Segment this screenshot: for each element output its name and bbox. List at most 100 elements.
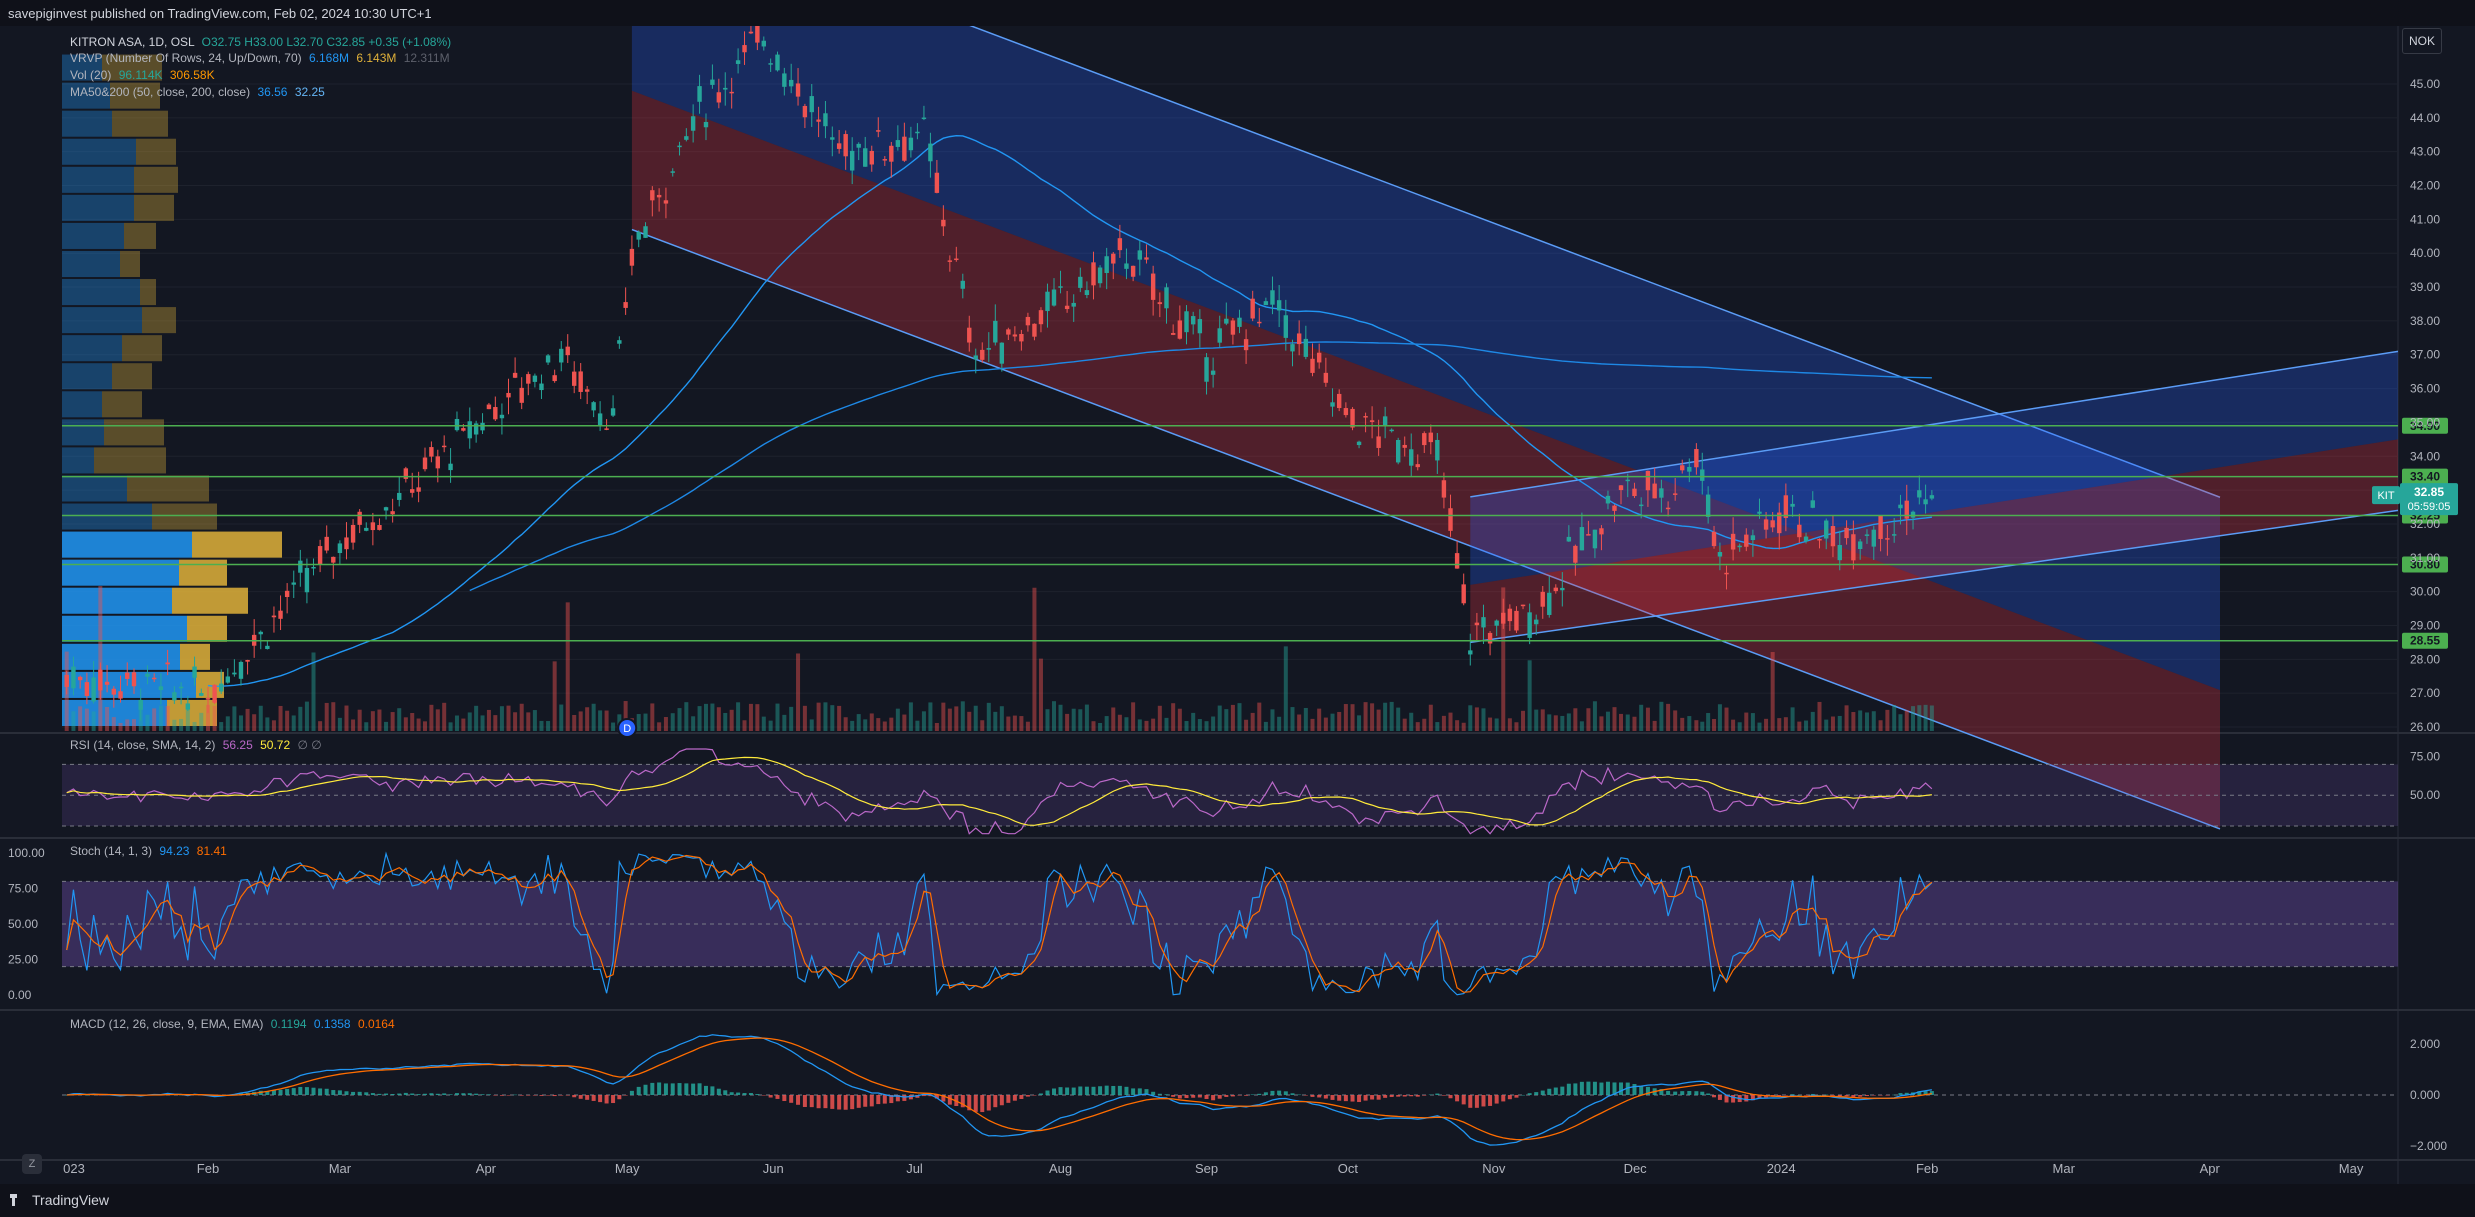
candle-body [1864, 534, 1870, 536]
legend-vrvp[interactable]: VRVP (Number Of Rows, 24, Up/Down, 70) 6… [70, 51, 450, 65]
candle-body [1389, 429, 1394, 432]
macd-histogram-bar [657, 1082, 662, 1095]
candle-body [1501, 612, 1506, 624]
volume-profile-up [62, 615, 187, 642]
candle-body [895, 140, 901, 147]
volume-bar [902, 714, 907, 731]
volume-bar [1488, 717, 1493, 731]
macd-signal-line [66, 1037, 1932, 1141]
volume-bar [1157, 705, 1162, 731]
level-tag-box [2402, 632, 2448, 649]
volume-profile-down [152, 503, 217, 530]
macd-histogram-bar [1455, 1095, 1460, 1102]
price-chart[interactable]: 34.90 33.40 32.25 30.80 28.55 45.00 44.00 43.00… [0, 26, 2475, 1184]
macd-histogram-bar [902, 1095, 907, 1101]
volume-bar [863, 719, 868, 731]
volume-bar [908, 702, 913, 731]
volume-bar [1864, 712, 1869, 731]
macd-histogram-bar [1804, 1095, 1809, 1096]
candle-body [390, 511, 395, 515]
volume-bar [384, 721, 389, 731]
volume-bar [967, 711, 972, 731]
macd-axis-label: −2.000 [2410, 1139, 2447, 1153]
candle-body [610, 408, 616, 416]
volume-bar [782, 714, 787, 731]
candle-body [1170, 333, 1176, 335]
macd-histogram-bar [397, 1093, 402, 1095]
candle-body [344, 537, 349, 550]
volume-bar [677, 708, 682, 731]
volume-profile-down [104, 419, 164, 446]
volume-bar [748, 703, 753, 731]
tradingview-logo[interactable]: TradingView [10, 1192, 109, 1208]
candle-body [324, 536, 329, 551]
macd-histogram-bar [889, 1095, 894, 1104]
candle-body [684, 136, 689, 140]
legend-rsi[interactable]: RSI (14, close, SMA, 14, 2) 56.25 50.72 … [70, 738, 322, 752]
volume-bar [1065, 713, 1070, 731]
macd-histogram-bar [1310, 1095, 1315, 1097]
ma200-value: 32.25 [294, 85, 325, 99]
candle-body [993, 320, 998, 343]
candle-body [960, 280, 965, 289]
candle-body [435, 456, 440, 469]
candle-body [1929, 495, 1935, 499]
macd-histogram-bar [519, 1095, 524, 1096]
candle-body [1045, 291, 1050, 312]
candle-body [643, 226, 648, 238]
volume-bar [986, 702, 991, 731]
candle-body [486, 404, 492, 410]
legend-macd[interactable]: MACD (12, 26, close, 9, EMA, EMA) 0.1194… [70, 1017, 395, 1031]
legend-stoch[interactable]: Stoch (14, 1, 3) 94.23 81.41 [70, 844, 227, 858]
volume-bar [1376, 709, 1381, 731]
candle-body [1878, 515, 1883, 539]
volume-bar [1071, 708, 1076, 731]
macd-histogram-bar [1844, 1095, 1849, 1097]
volume-bar [1038, 658, 1043, 731]
legend-ma[interactable]: MA50&200 (50, close, 200, close) 36.56 3… [70, 85, 325, 99]
candle-body [1474, 622, 1480, 626]
stoch-axis-label: 100.00 [8, 846, 45, 860]
candle-body [1276, 300, 1282, 311]
volume-bar [1586, 708, 1591, 731]
candle-body [729, 91, 734, 94]
macd-histogram-bar [390, 1094, 395, 1095]
volume-bar [856, 714, 861, 731]
candle-body [1659, 488, 1664, 498]
legend-symbol[interactable]: KITRON ASA, 1D, OSL [70, 35, 195, 49]
candle-body [1645, 470, 1651, 491]
macd-histogram-bar [311, 1087, 316, 1095]
macd-histogram-bar [1744, 1095, 1749, 1102]
macd-histogram-bar [1051, 1088, 1056, 1095]
rsi-label: RSI (14, close, SMA, 14, 2) [70, 738, 216, 752]
currency-button[interactable]: NOK [2402, 28, 2442, 54]
volume-bar [1051, 701, 1056, 731]
candle-body [429, 447, 434, 457]
candle-body [232, 672, 237, 675]
volume-bar [416, 718, 421, 731]
volume-bar [304, 701, 309, 731]
candle-body [1104, 256, 1109, 274]
legend-vol[interactable]: Vol (20) 96.114K 306.58K [70, 68, 215, 82]
macd-histogram-bar [1157, 1093, 1162, 1095]
volume-bar [1270, 709, 1275, 731]
volume-bar [1006, 716, 1011, 731]
candle-body [238, 661, 244, 679]
macd-histogram-bar [1263, 1092, 1268, 1095]
macd-histogram-bar [882, 1095, 887, 1104]
candle-body [125, 672, 130, 679]
volume-bar [611, 722, 616, 731]
macd-histogram-bar [370, 1093, 375, 1095]
macd-histogram-bar [1045, 1090, 1050, 1095]
time-axis-label: Dec [1624, 1161, 1648, 1176]
candle-body [863, 148, 868, 167]
candle-body [604, 428, 609, 430]
volume-bar [506, 705, 511, 731]
candle-body [1270, 290, 1275, 305]
price-axis-label: 38.00 [2410, 314, 2440, 328]
volume-bar [1448, 712, 1453, 731]
candle-body [795, 83, 801, 97]
macd-histogram-bar [304, 1087, 309, 1095]
zoom-button[interactable]: Z [22, 1154, 42, 1174]
candle-body [1382, 416, 1388, 427]
